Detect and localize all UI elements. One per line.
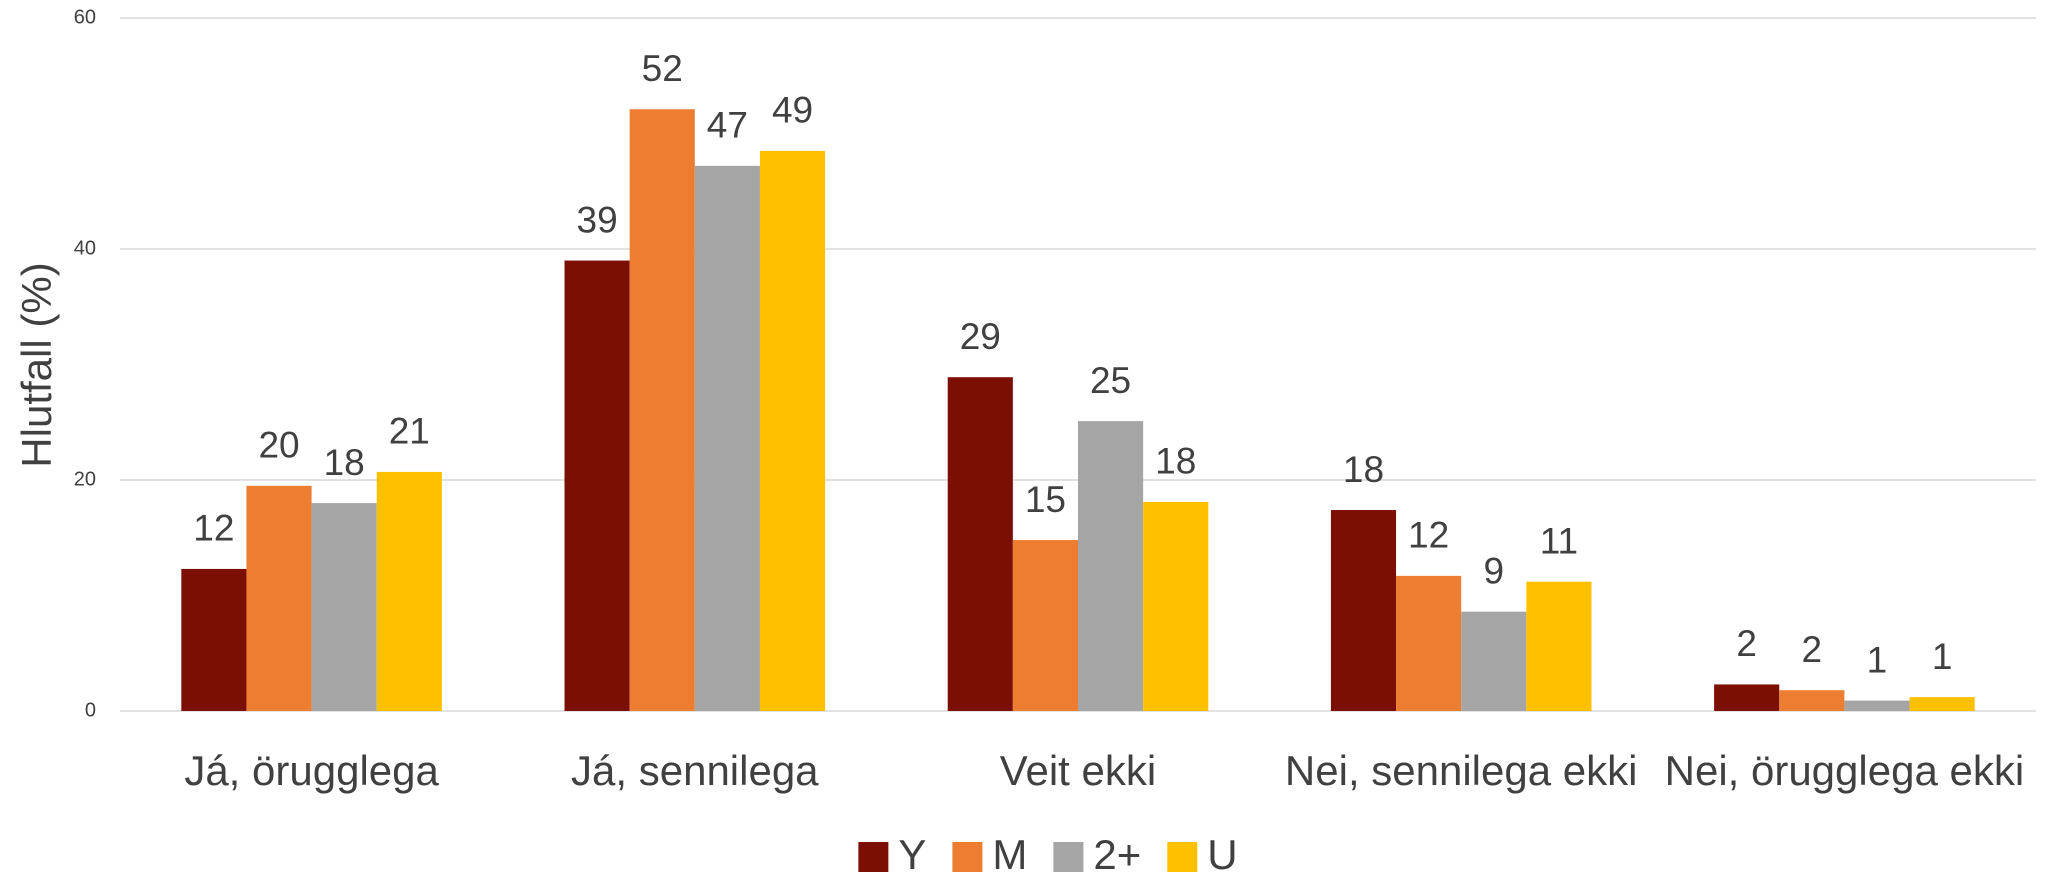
bar bbox=[1714, 684, 1780, 711]
legend-swatch bbox=[858, 842, 889, 872]
data-label: 39 bbox=[577, 199, 618, 240]
bar bbox=[1909, 697, 1975, 711]
y-tick-label: 0 bbox=[85, 699, 96, 721]
bar bbox=[311, 503, 377, 711]
bar bbox=[1396, 575, 1462, 711]
data-label: 49 bbox=[772, 90, 813, 131]
data-label: 52 bbox=[642, 48, 683, 89]
x-tick-label: Já, sennilega bbox=[571, 747, 819, 794]
bar bbox=[564, 260, 630, 711]
bar bbox=[694, 165, 760, 712]
legend-label: U bbox=[1207, 831, 1237, 875]
data-label: 18 bbox=[324, 442, 365, 483]
data-label: 25 bbox=[1090, 360, 1131, 401]
data-label: 20 bbox=[258, 425, 299, 466]
bar bbox=[629, 109, 695, 712]
x-tick-label: Já, örugglega bbox=[184, 747, 439, 794]
data-label: 21 bbox=[389, 411, 430, 452]
bar bbox=[181, 568, 247, 711]
data-label: 9 bbox=[1483, 550, 1504, 591]
data-label: 12 bbox=[1408, 515, 1449, 556]
x-tick-label: Nei, örugglega ekki bbox=[1665, 747, 2025, 794]
data-label: 47 bbox=[707, 105, 748, 146]
bar bbox=[376, 471, 442, 711]
data-label: 2 bbox=[1802, 629, 1823, 670]
data-label: 1 bbox=[1867, 639, 1888, 680]
data-label: 1 bbox=[1932, 636, 1953, 677]
bar bbox=[1461, 611, 1527, 711]
data-label: 29 bbox=[960, 316, 1001, 357]
y-tick-label: 40 bbox=[74, 237, 96, 259]
bar bbox=[1526, 581, 1592, 711]
bar bbox=[947, 377, 1013, 711]
data-label: 15 bbox=[1025, 479, 1066, 520]
data-label: 11 bbox=[1540, 520, 1578, 561]
bar bbox=[1779, 690, 1845, 711]
bar bbox=[1078, 421, 1144, 711]
data-label: 18 bbox=[1155, 441, 1196, 482]
y-tick-label: 20 bbox=[74, 468, 96, 490]
x-tick-label: Nei, sennilega ekki bbox=[1285, 747, 1638, 794]
data-label: 18 bbox=[1343, 449, 1384, 490]
legend-swatch bbox=[952, 842, 983, 872]
legend-swatch bbox=[1167, 842, 1198, 872]
x-tick-label: Veit ekki bbox=[1000, 747, 1156, 794]
bar bbox=[1012, 540, 1078, 711]
legend-label: 2+ bbox=[1093, 831, 1141, 875]
data-label: 2 bbox=[1736, 623, 1757, 664]
y-tick-label: 60 bbox=[74, 6, 96, 28]
legend-swatch bbox=[1053, 842, 1084, 872]
y-axis-label: Hlutfall (%) bbox=[13, 262, 60, 467]
bar bbox=[759, 150, 826, 711]
bar bbox=[246, 485, 312, 711]
bar bbox=[1143, 501, 1209, 711]
data-label: 12 bbox=[193, 508, 234, 549]
bar bbox=[1330, 510, 1397, 711]
bar bbox=[1844, 700, 1910, 711]
legend-label: M bbox=[992, 831, 1027, 875]
legend-label: Y bbox=[898, 831, 926, 875]
